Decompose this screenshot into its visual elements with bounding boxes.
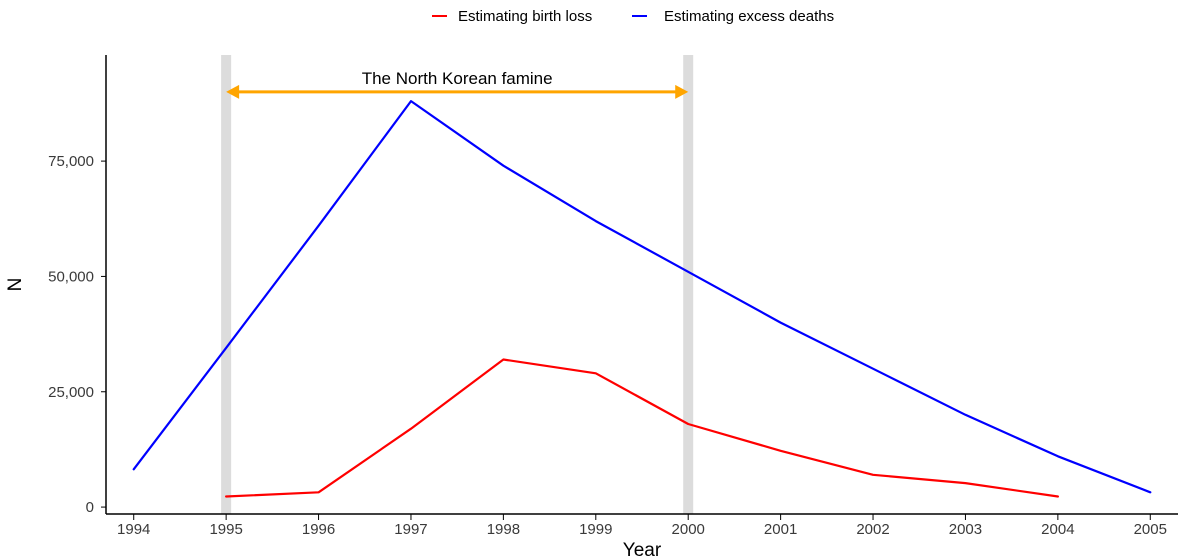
x-tick-label: 2001 (764, 521, 797, 538)
y-ticks: 0 25,000 50,000 75,000 (48, 153, 106, 516)
x-tick-label: 2000 (672, 521, 705, 538)
shaded-band-1995 (221, 55, 232, 514)
legend-label-excess-deaths: Estimating excess deaths (664, 8, 834, 25)
x-tick-label: 1995 (209, 521, 242, 538)
legend-label-birth-loss: Estimating birth loss (458, 8, 592, 25)
x-axis-title: Year (623, 540, 662, 560)
axes (105, 55, 1178, 515)
shaded-band-2000 (683, 55, 694, 514)
x-tick-label: 1996 (302, 521, 335, 538)
famine-arrow-head-left (226, 84, 240, 99)
y-axis-title: N (5, 278, 26, 292)
x-tick-label: 1998 (487, 521, 520, 538)
famine-annotation-label: The North Korean famine (362, 69, 553, 88)
series-lines (132, 99, 1152, 498)
shaded-year-bands (221, 55, 694, 514)
y-tick-label: 50,000 (48, 268, 94, 285)
famine-arrow-head-right (675, 84, 689, 99)
x-tick-label: 1994 (117, 521, 150, 538)
series-line-birth-loss (225, 358, 1060, 498)
x-tick-label: 2004 (1041, 521, 1074, 538)
legend: Estimating birth loss Estimating excess … (432, 8, 834, 25)
x-tick-label: 2002 (856, 521, 889, 538)
y-tick-label: 75,000 (48, 153, 94, 170)
x-tick-label: 2005 (1134, 521, 1167, 538)
series-line-excess-deaths (132, 99, 1152, 494)
x-tick-label: 1997 (394, 521, 427, 538)
x-tick-label: 1999 (579, 521, 612, 538)
y-tick-label: 0 (86, 499, 94, 516)
x-ticks: 1994 1995 1996 1997 1998 1999 2000 2001 2002 2003… (117, 514, 1167, 538)
y-tick-label: 25,000 (48, 384, 94, 401)
x-tick-label: 2003 (949, 521, 982, 538)
famine-annotation: The North Korean famine (226, 69, 689, 99)
